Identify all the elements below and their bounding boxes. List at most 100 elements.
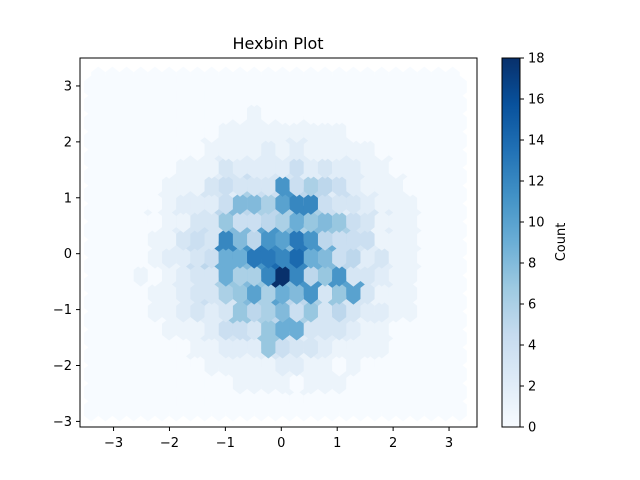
hex-cell [204, 372, 219, 395]
hex-cell [162, 156, 177, 179]
hex-cell [218, 192, 233, 215]
hex-cell [105, 246, 120, 269]
hex-cell [402, 264, 418, 287]
hex-cell [91, 228, 106, 251]
hex-cell [133, 228, 148, 251]
hex-cell [289, 138, 304, 161]
hex-cell [303, 228, 319, 251]
hex-cell [275, 84, 290, 107]
hex-cell [332, 228, 347, 251]
colorbar-tick-label: 6 [528, 298, 536, 313]
hex-cell [402, 174, 418, 197]
hex-cell [190, 228, 205, 251]
hex-cell [402, 300, 418, 323]
hex-cell [105, 138, 120, 161]
hex-cell [218, 372, 233, 395]
hex-cell [119, 336, 134, 359]
hex-cell [204, 84, 219, 107]
hex-cell [303, 120, 319, 143]
hex-cell [332, 246, 347, 269]
hex-cell [176, 156, 191, 179]
hex-cell [190, 390, 205, 413]
hex-cell [388, 300, 404, 323]
hex-cell [360, 246, 375, 269]
hex-cell [261, 192, 276, 215]
hex-cell [204, 228, 219, 251]
hex-cell [232, 246, 248, 269]
hex-cell [417, 156, 432, 179]
hex-cell [176, 300, 191, 323]
hex-cell [332, 264, 347, 287]
hex-cell [431, 300, 446, 323]
hex-cell [190, 102, 205, 125]
hex-cell [218, 246, 233, 269]
hex-cell [289, 120, 304, 143]
hex-cell [119, 84, 134, 107]
hex-cell [445, 282, 460, 305]
hex-cell [247, 354, 262, 377]
hex-cell [218, 138, 233, 161]
hex-cell [388, 372, 404, 395]
hex-cell [303, 174, 319, 197]
hex-cell [374, 210, 389, 233]
hex-cell [147, 282, 163, 305]
hex-cell [417, 318, 432, 341]
hex-cell [332, 390, 347, 413]
hex-cell [247, 372, 262, 395]
hex-cell [232, 282, 248, 305]
hex-cell [360, 102, 375, 125]
hex-cell [247, 264, 262, 287]
hex-cell [105, 390, 120, 413]
hex-cell [303, 192, 319, 215]
hex-cell [204, 300, 219, 323]
hex-cell [346, 372, 361, 395]
hex-cell [303, 210, 319, 233]
hex-cell [91, 318, 106, 341]
hex-cell [317, 156, 333, 179]
hex-cell [445, 228, 460, 251]
hex-cell [133, 264, 148, 287]
hex-cell [105, 120, 120, 143]
hex-cell [133, 300, 148, 323]
hex-cell [360, 228, 375, 251]
hex-cell [417, 282, 432, 305]
hex-cell [360, 156, 375, 179]
hex-cell [332, 372, 347, 395]
hex-cell [431, 282, 446, 305]
hex-cell [374, 318, 389, 341]
hex-cell [417, 120, 432, 143]
hex-cell [317, 246, 333, 269]
hex-cell [204, 66, 219, 89]
hex-cell [133, 210, 148, 233]
hex-cell [445, 84, 460, 107]
hex-cell [360, 210, 375, 233]
hex-cell [147, 156, 163, 179]
hex-cell [204, 102, 219, 125]
hex-cell [133, 336, 148, 359]
hex-cell [445, 120, 460, 143]
hex-cell [119, 264, 134, 287]
hex-cell [247, 138, 262, 161]
hex-cell [417, 84, 432, 107]
hex-cell [119, 390, 134, 413]
hex-cell [119, 354, 134, 377]
hex-cell [119, 228, 134, 251]
hex-cell [417, 246, 432, 269]
hex-cell [176, 120, 191, 143]
hex-cell [119, 210, 134, 233]
hex-cell [317, 174, 333, 197]
hex-cell [190, 318, 205, 341]
hex-cell [388, 156, 404, 179]
hex-cell [105, 354, 120, 377]
hex-cell [261, 390, 276, 413]
hex-cell [289, 336, 304, 359]
hex-cell [388, 318, 404, 341]
hex-cell [261, 66, 276, 89]
hex-cell [402, 210, 418, 233]
hex-cell [388, 354, 404, 377]
hex-cell [162, 138, 177, 161]
hex-cell [162, 120, 177, 143]
hex-cell [445, 354, 460, 377]
hex-cell [360, 174, 375, 197]
hex-cell [204, 336, 219, 359]
